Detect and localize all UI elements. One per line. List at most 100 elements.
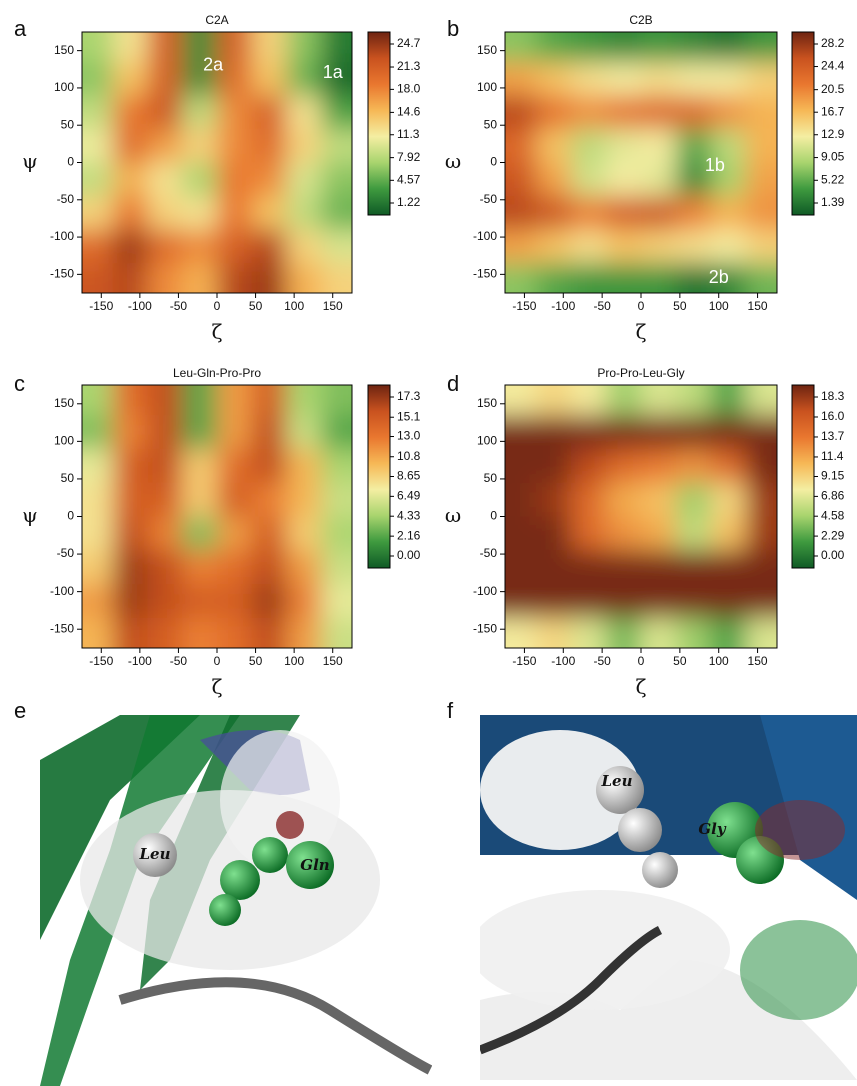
heat-cell [112, 95, 149, 130]
heat-cell [217, 385, 253, 417]
y-tick-label: 0 [67, 155, 74, 169]
heat-cell [536, 584, 573, 619]
heat-cell [571, 584, 608, 619]
x-tick-label: 50 [673, 654, 687, 668]
y-axis-label: ψ [22, 149, 38, 173]
heat-cell [217, 162, 253, 198]
heat-cell [606, 448, 642, 484]
heatmap-area [82, 385, 352, 648]
heat-cell [505, 448, 538, 484]
heat-cell [571, 415, 608, 450]
colorbar-tick-label: 18.0 [397, 82, 421, 96]
colorbar-tick-label: 16.7 [821, 104, 845, 118]
heatmap-cells [82, 32, 352, 293]
heat-cell [745, 128, 777, 164]
heat-cell [675, 584, 712, 619]
heat-cell [286, 263, 323, 293]
heat-cell [182, 617, 218, 648]
heat-cell [745, 95, 777, 130]
x-axis-label: ζ [636, 675, 647, 699]
annotation: 1a [323, 62, 344, 82]
heat-cell [606, 550, 642, 586]
heat-cell [251, 584, 288, 619]
heat-cell [641, 617, 677, 648]
heat-cell [251, 516, 288, 552]
chart-title: C2A [205, 13, 228, 27]
heat-cell [675, 448, 712, 484]
heat-cell [321, 128, 352, 164]
heat-cell [606, 162, 642, 198]
residue-label: Leu [601, 772, 633, 790]
heat-cell [147, 385, 184, 417]
heat-cell [505, 32, 538, 63]
heat-cell [182, 482, 218, 518]
heat-cell [286, 550, 323, 586]
heat-cell [147, 617, 184, 648]
x-tick-label: -50 [170, 299, 188, 313]
x-tick-label: -50 [170, 654, 188, 668]
heat-cell [112, 385, 149, 417]
heat-cell [82, 415, 114, 450]
heat-cell [321, 584, 352, 619]
y-axis-label: ψ [22, 503, 38, 527]
heat-cell [745, 617, 777, 648]
heat-cell [536, 550, 573, 586]
x-tick-label: 0 [638, 654, 645, 668]
annotation: 2a [203, 54, 224, 74]
heat-cell [182, 550, 218, 586]
y-tick-label: -50 [480, 192, 498, 206]
heat-cell [675, 196, 712, 231]
colorbar-tick-label: 24.7 [397, 36, 421, 50]
y-tick-label: 100 [477, 80, 497, 94]
heat-cell [286, 162, 323, 198]
heat-cell [182, 385, 218, 417]
x-axis-label: ζ [212, 675, 223, 699]
heat-cell [505, 516, 538, 552]
x-tick-label: -100 [128, 654, 152, 668]
heat-cell [321, 550, 352, 586]
heat-cell [571, 32, 608, 63]
heat-cell [641, 196, 677, 231]
heat-cell [606, 32, 642, 63]
heat-cell [321, 95, 352, 130]
heat-cell [641, 385, 677, 417]
colorbar-tick-label: 16.0 [821, 409, 845, 423]
heat-cell [286, 61, 323, 97]
heat-cell [675, 32, 712, 63]
heat-cell [571, 385, 608, 417]
y-tick-label: 100 [54, 434, 74, 448]
chart-title: Leu-Gln-Pro-Pro [173, 366, 261, 380]
chart-title: C2B [629, 13, 652, 27]
heat-cell [505, 162, 538, 198]
heat-cell [710, 550, 747, 586]
colorbar-tick-label: 2.29 [821, 528, 845, 542]
heat-cell [112, 617, 149, 648]
x-tick-label: -150 [512, 654, 536, 668]
heat-cell [675, 229, 712, 265]
colorbar-tick-label: 13.0 [397, 429, 421, 443]
heat-cell [217, 550, 253, 586]
panel-letter: f [447, 698, 454, 723]
heat-cell [606, 617, 642, 648]
y-tick-label: -150 [473, 267, 497, 281]
heat-cell [675, 61, 712, 97]
heat-cell [147, 263, 184, 293]
heat-cell [641, 61, 677, 97]
heat-cell [182, 95, 218, 130]
heat-cell [571, 617, 608, 648]
heat-cell [745, 516, 777, 552]
heat-cell [82, 617, 114, 648]
heat-cell [710, 263, 747, 293]
heat-cell [710, 61, 747, 97]
heat-cell [606, 196, 642, 231]
y-tick-label: -100 [50, 229, 74, 243]
heat-cell [251, 617, 288, 648]
heat-cell [82, 196, 114, 231]
heat-cell [286, 584, 323, 619]
colorbar-tick-label: 1.22 [397, 195, 421, 209]
heat-cell [321, 162, 352, 198]
x-tick-label: -100 [551, 654, 575, 668]
heat-cell [82, 263, 114, 293]
heat-cell [217, 516, 253, 552]
heat-cell [536, 229, 573, 265]
